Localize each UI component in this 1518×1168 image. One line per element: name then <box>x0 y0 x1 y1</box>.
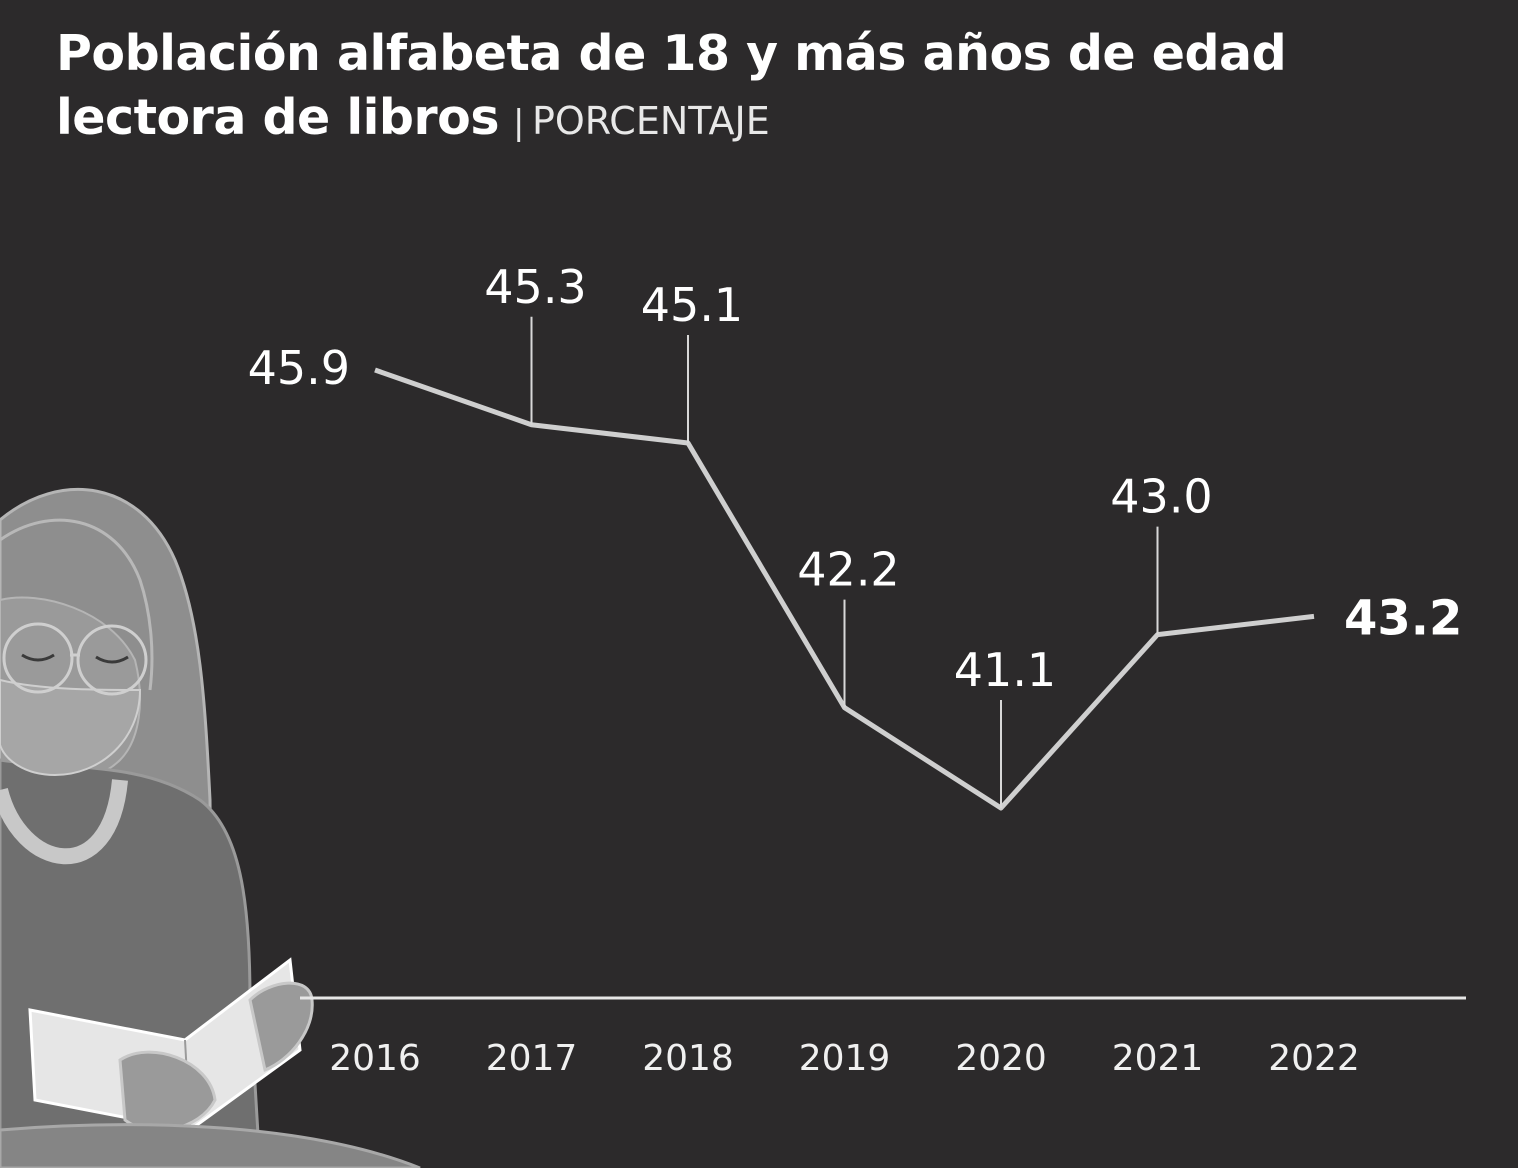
value-label-2016: 45.9 <box>248 341 350 395</box>
x-tick-label-2021: 2021 <box>1112 1038 1204 1079</box>
title-separator: | <box>512 103 524 143</box>
x-tick-label-2018: 2018 <box>642 1038 734 1079</box>
value-label-2019: 42.2 <box>797 543 899 597</box>
x-tick-label-2019: 2019 <box>799 1038 891 1079</box>
x-tick-label-2017: 2017 <box>486 1038 578 1079</box>
x-tick-label-2016: 2016 <box>329 1038 421 1079</box>
title-text: Población alfabeta de 18 y más años de e… <box>56 25 1287 146</box>
value-label-2018: 45.1 <box>641 278 743 332</box>
value-label-2021: 43.0 <box>1110 470 1212 524</box>
x-tick-label-2022: 2022 <box>1268 1038 1360 1079</box>
woman-reading-book-icon <box>0 488 421 1168</box>
chart-title: Población alfabeta de 18 y más años de e… <box>56 22 1476 155</box>
value-label-2020: 41.1 <box>954 643 1056 697</box>
x-tick-label-2020: 2020 <box>955 1038 1047 1079</box>
unit-label: PORCENTAJE <box>531 99 770 143</box>
value-label-2022: 43.2 <box>1344 590 1462 646</box>
value-label-2017: 45.3 <box>484 260 586 314</box>
